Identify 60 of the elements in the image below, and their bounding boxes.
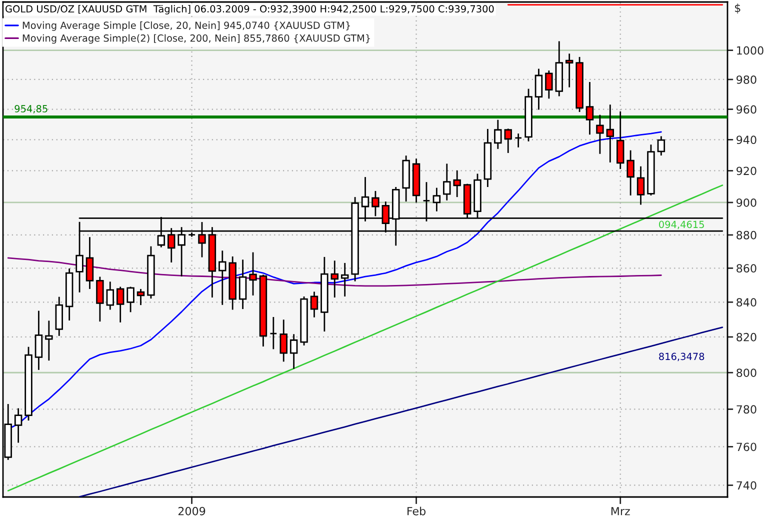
- candlestick: [514, 132, 522, 148]
- data-label: 816,3478: [659, 352, 704, 362]
- candlestick: [238, 258, 247, 310]
- data-label: 094,4615: [659, 220, 704, 230]
- y-tick-label: 780: [736, 405, 756, 414]
- candlestick: [626, 150, 634, 196]
- y-tick-label: 740: [736, 481, 756, 490]
- candlestick: [45, 320, 53, 362]
- candlestick: [545, 70, 553, 100]
- candlestick: [586, 81, 594, 136]
- y-tick-label: 760: [736, 442, 756, 452]
- candlestick: [330, 260, 338, 298]
- chart-title: GOLD USD/OZ [XAUUSD GTM Täglich] 06.03.2009 - O:932,3900 H:942,2500 L:929,7500 C:939,7300: [6, 5, 494, 14]
- candlestick: [494, 119, 502, 150]
- candlestick: [136, 288, 145, 306]
- candlestick: [453, 170, 461, 198]
- candlestick: [249, 252, 257, 296]
- candlestick: [616, 110, 624, 170]
- candlestick: [280, 318, 288, 362]
- candlestick: [310, 291, 318, 318]
- y-tick-label: 840: [736, 298, 756, 307]
- y-axis-title: $: [735, 4, 740, 14]
- y-tick-label: 900: [736, 198, 756, 207]
- candlestick: [340, 262, 349, 298]
- line-series: [7, 184, 724, 492]
- y-tick-label: 800: [736, 368, 756, 378]
- y-tick-label: 820: [736, 332, 756, 342]
- y-tick-label: 1000: [737, 46, 764, 55]
- candlestick: [432, 187, 441, 212]
- ref-line-label: 954,85: [14, 105, 48, 114]
- candlestick: [657, 136, 666, 156]
- y-tick-label: 960: [736, 105, 756, 114]
- y-tick-label: 920: [736, 166, 756, 176]
- y-tick-label: 980: [736, 75, 756, 84]
- x-tick-label: Feb: [408, 506, 426, 516]
- candlestick: [270, 316, 278, 350]
- candlestick: [96, 276, 104, 322]
- legend-label: Moving Average Simple(2) [Close, 200, Nein] 855,7860 {XAUUSD GTM}: [22, 34, 370, 44]
- x-tick-label: 2009: [178, 506, 206, 516]
- candlestick: [534, 68, 543, 110]
- y-tick-label: 880: [736, 230, 756, 240]
- candlestick: [126, 286, 134, 313]
- candlestick: [596, 114, 604, 155]
- candlestick: [636, 166, 645, 206]
- line-series: [78, 326, 724, 497]
- x-tick-label: Mrz: [611, 507, 630, 516]
- candlestick: [504, 128, 512, 154]
- candlestick: [106, 280, 114, 310]
- candlestick: [218, 250, 226, 306]
- legend-label: Moving Average Simple [Close, 20, Nein] 945,0740 {XAUUSD GTM}: [22, 21, 350, 31]
- candlestick: [565, 52, 574, 88]
- candlestick: [606, 104, 614, 164]
- candlestick: [116, 286, 124, 324]
- candlestick: [290, 333, 298, 370]
- candlestick: [86, 236, 94, 290]
- candlestick: [14, 408, 22, 444]
- y-tick-label: 860: [736, 264, 756, 273]
- candlestick: [443, 162, 451, 202]
- candlestick: [34, 310, 43, 371]
- y-tick-label: 940: [736, 136, 756, 144]
